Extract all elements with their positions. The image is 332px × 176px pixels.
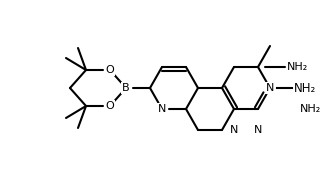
Text: NH₂: NH₂ <box>287 62 308 72</box>
Text: N: N <box>230 125 238 135</box>
Text: B: B <box>122 83 130 93</box>
Text: NH₂: NH₂ <box>294 81 316 95</box>
Text: NH₂: NH₂ <box>300 104 321 114</box>
Text: O: O <box>106 101 115 111</box>
Text: O: O <box>106 65 115 75</box>
Text: N: N <box>254 125 262 135</box>
Text: N: N <box>266 83 274 93</box>
Text: N: N <box>158 104 166 114</box>
